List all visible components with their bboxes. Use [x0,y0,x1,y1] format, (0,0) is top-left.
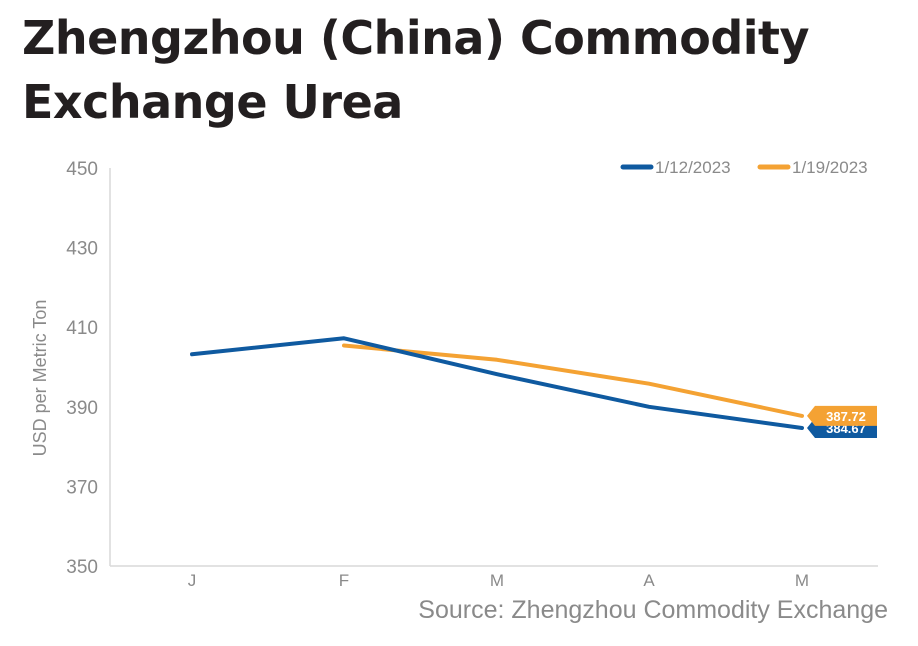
x-tick-label: M [795,571,809,590]
x-tick-label: M [490,571,504,590]
x-tick-label: F [339,571,349,590]
legend-label: 1/19/2023 [792,158,868,177]
y-tick-label: 450 [66,159,98,180]
end-value-label: 387.72 [826,409,866,424]
y-tick-label: 370 [66,477,98,498]
legend-label: 1/12/2023 [655,158,731,177]
chart-title: Zhengzhou (China) Commodity Exchange Ure… [22,11,810,129]
y-axis-label: USD per Metric Ton [30,300,50,457]
legend: 1/12/2023 1/19/2023 [620,158,868,177]
x-tick-label: J [188,571,197,590]
y-axis: 350 370 390 410 430 450 [66,159,111,578]
series-line [342,343,804,418]
y-tick-label: 430 [66,239,98,260]
x-tick-label: A [643,571,655,590]
end-value-flag [807,405,877,426]
series-line [190,336,804,430]
y-tick-label: 410 [66,318,98,339]
y-tick-label: 350 [66,557,98,578]
source-note: Source: Zhengzhou Commodity Exchange [418,596,888,624]
y-tick-label: 390 [66,398,98,419]
